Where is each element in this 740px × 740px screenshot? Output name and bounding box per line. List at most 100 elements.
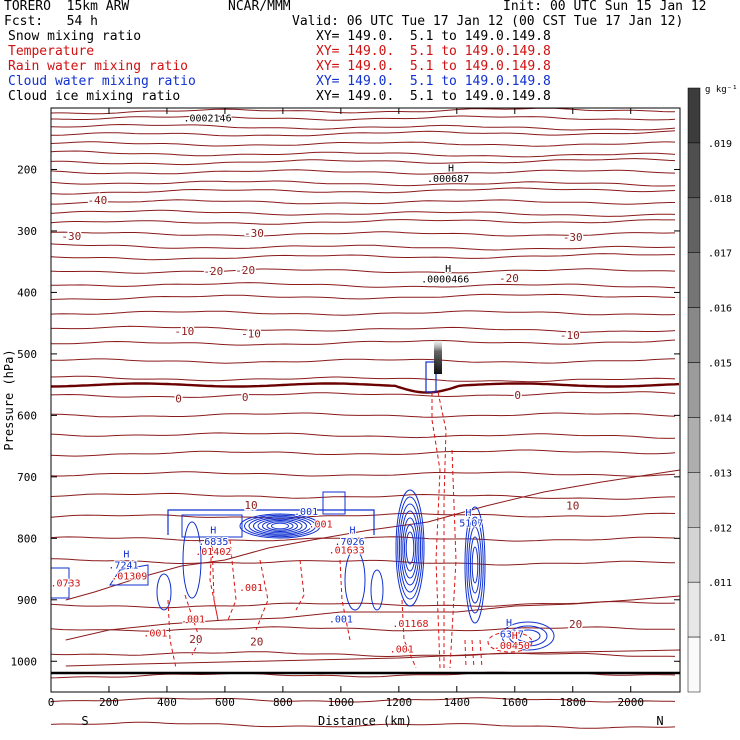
cloud-contour <box>400 510 420 586</box>
colorbar-swatch <box>687 472 701 528</box>
x-tick-label: 0 <box>48 696 55 709</box>
isotherm-label: 0 <box>175 392 182 405</box>
cloud-contour <box>402 517 418 579</box>
cloud-contour <box>322 491 346 515</box>
cloud-contour <box>515 629 541 643</box>
x-tick-label: 800 <box>273 696 293 709</box>
isotherm-label: 20 <box>189 633 202 646</box>
cloud-contour <box>397 496 423 600</box>
field-value-label: .0733 <box>50 578 80 589</box>
isotherm-line <box>50 293 676 301</box>
x-axis-title: Distance (km) <box>318 714 412 728</box>
isotherm-label: 0 <box>514 389 521 402</box>
cloud-contour <box>271 522 289 530</box>
field-value-label: .00450 <box>494 641 530 652</box>
colorbar-swatch <box>687 142 701 199</box>
isotherm-label: -40 <box>87 194 107 207</box>
cloud-water-contours <box>50 361 555 651</box>
center-label: NCAR/MMM <box>228 0 291 14</box>
isotherm-line <box>50 231 676 237</box>
isotherm-line <box>65 649 681 667</box>
isotherm-line <box>50 150 676 158</box>
isotherm-line <box>51 115 676 121</box>
x-tick-label: 1200 <box>386 696 413 709</box>
x-tick-label: 1800 <box>560 696 587 709</box>
temperature-contours <box>50 107 681 729</box>
field-name-cloud-ice: Cloud ice mixing ratio <box>8 89 181 104</box>
isotherm-line <box>50 601 676 609</box>
isotherm-line <box>50 243 676 251</box>
y-tick-label: 700 <box>17 471 37 484</box>
x-tick-label: 1000 <box>328 696 355 709</box>
isotherm-line <box>50 697 676 703</box>
y-tick-label: 1000 <box>11 655 38 668</box>
isotherm-line <box>50 310 676 316</box>
field-value-label: .001 <box>309 519 333 530</box>
x-tick-label: 400 <box>157 696 177 709</box>
isotherm-line <box>50 512 676 519</box>
cloud-contour <box>395 489 425 607</box>
rain-contour <box>437 391 447 668</box>
isotherm-line <box>51 325 676 333</box>
y-tick-label: 900 <box>17 594 37 607</box>
field-value-label: .001 <box>390 645 414 656</box>
field-value-label: H <box>445 264 451 275</box>
field-value-label: .000687 <box>427 174 469 185</box>
field-value-label: .001 <box>294 507 318 518</box>
isotherm-line <box>50 107 675 115</box>
cloud-contour <box>167 509 375 535</box>
cloud-contour <box>266 521 294 531</box>
cloud-contour <box>469 536 481 594</box>
isotherm-line <box>50 123 676 131</box>
isotherm-line <box>50 651 676 658</box>
cloud-contour <box>464 506 486 624</box>
colorbar-tick-label: .013 <box>708 468 732 479</box>
field-value-label: .7026 <box>335 537 365 548</box>
field-xy-cloud-water: XY= 149.0. 5.1 to 149.0.149.8 <box>316 74 551 89</box>
isotherm-label: 10 <box>566 499 579 512</box>
field-name-cloud-water: Cloud water mixing ratio <box>8 74 196 89</box>
rain-water-contours <box>167 391 533 669</box>
colorbar-tick-label: .017 <box>708 249 732 260</box>
colorbar-swatch <box>687 87 701 144</box>
cloud-contour <box>253 517 307 535</box>
field-value-label: H <box>210 525 216 536</box>
y-tick-label: 600 <box>17 409 37 422</box>
south-label: S <box>81 714 88 728</box>
field-name-snow: Snow mixing ratio <box>8 29 142 44</box>
field-value-label: .001 <box>239 583 263 594</box>
cloud-contour <box>501 621 555 651</box>
cloud-contour <box>425 361 437 393</box>
isotherm-line <box>50 268 676 274</box>
colorbar-swatch <box>687 307 701 363</box>
x-tick-label: 600 <box>215 696 235 709</box>
y-tick-label: 200 <box>17 163 37 176</box>
field-value-label: H <box>512 631 518 642</box>
y-tick-label: 400 <box>17 286 37 299</box>
colorbar-swatch <box>687 362 701 418</box>
field-value-label: H <box>506 618 512 629</box>
cloud-contour <box>244 514 316 538</box>
isotherm-line <box>50 253 675 261</box>
isotherm-line <box>50 391 676 398</box>
zero-isotherm-line <box>50 382 680 394</box>
isotherm-label: 20 <box>569 618 582 631</box>
north-label: N <box>656 714 663 728</box>
cloud-contour <box>471 546 479 584</box>
cloud-contour <box>239 513 321 539</box>
rain-contour <box>449 449 457 669</box>
field-value-label: .001 <box>329 615 353 626</box>
snow-plume <box>434 336 442 374</box>
cloud-contour <box>109 564 149 586</box>
colorbar-tick-label: .019 <box>708 139 732 150</box>
model-title: TORERO 15km ARW <box>4 0 130 14</box>
cloud-contour <box>156 573 172 611</box>
rain-contour <box>464 639 483 669</box>
isotherm-label: 20 <box>250 635 263 648</box>
field-value-label: .0000466 <box>421 275 469 286</box>
isotherm-line <box>50 375 676 383</box>
cloud-contour <box>508 625 548 647</box>
field-value-label: H <box>349 525 355 536</box>
isotherm-line <box>50 536 676 542</box>
